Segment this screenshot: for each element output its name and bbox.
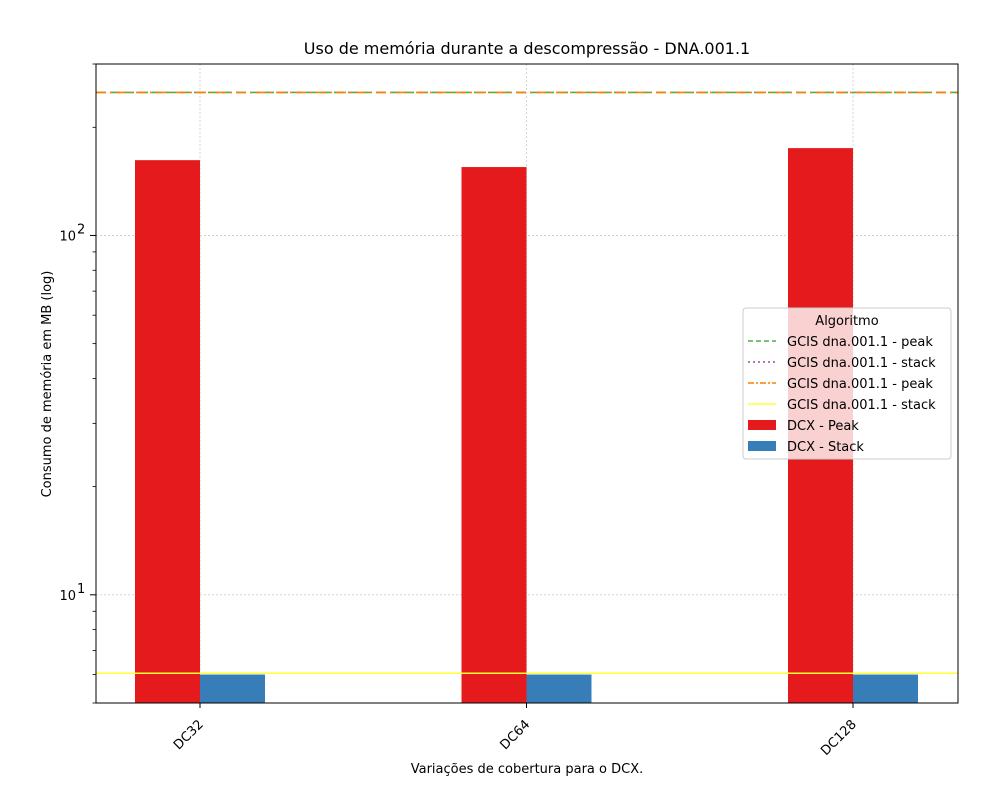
bar-dcx-stack-dc32 (200, 674, 265, 703)
legend-entry-label: DCX - Stack (787, 440, 864, 455)
x-axis-label: Variações de cobertura para o DCX. (411, 762, 644, 777)
bar-dcx-stack-dc64 (526, 674, 592, 703)
chart-title: Uso de memória durante a descompressão -… (304, 39, 750, 58)
legend-entry-label: DCX - Peak (787, 419, 859, 434)
legend-entry-label: GCIS dna.001.1 - peak (787, 335, 933, 350)
legend: Algoritmo GCIS dna.001.1 - peak GCIS dna.0… (742, 307, 952, 460)
legend-bar-swatch (748, 441, 776, 451)
bar-dcx-stack-dc128 (853, 674, 918, 703)
bar-dcx-peak-dc32 (135, 160, 200, 704)
legend-title: Algoritmo (815, 314, 878, 329)
legend-entry-label: GCIS dna.001.1 - stack (787, 356, 936, 371)
legend-entry-label: GCIS dna.001.1 - stack (787, 398, 936, 413)
bar-dcx-peak-dc64 (461, 167, 527, 703)
reference-lines (96, 91, 958, 675)
legend-box (742, 307, 952, 460)
y-tick-label: 10 (59, 589, 76, 604)
y-tick-label: 10 (59, 229, 76, 244)
legend-bar-swatch (748, 420, 776, 430)
legend-entry-label: GCIS dna.001.1 - peak (787, 377, 933, 392)
y-axis-label: Consumo de memória em MB (log) (40, 271, 55, 498)
y-tick-base: 10 (59, 229, 76, 244)
y-tick-base: 10 (59, 589, 76, 604)
y-tick-exponent: 1 (77, 582, 85, 597)
y-tick-exponent: 2 (77, 222, 85, 237)
